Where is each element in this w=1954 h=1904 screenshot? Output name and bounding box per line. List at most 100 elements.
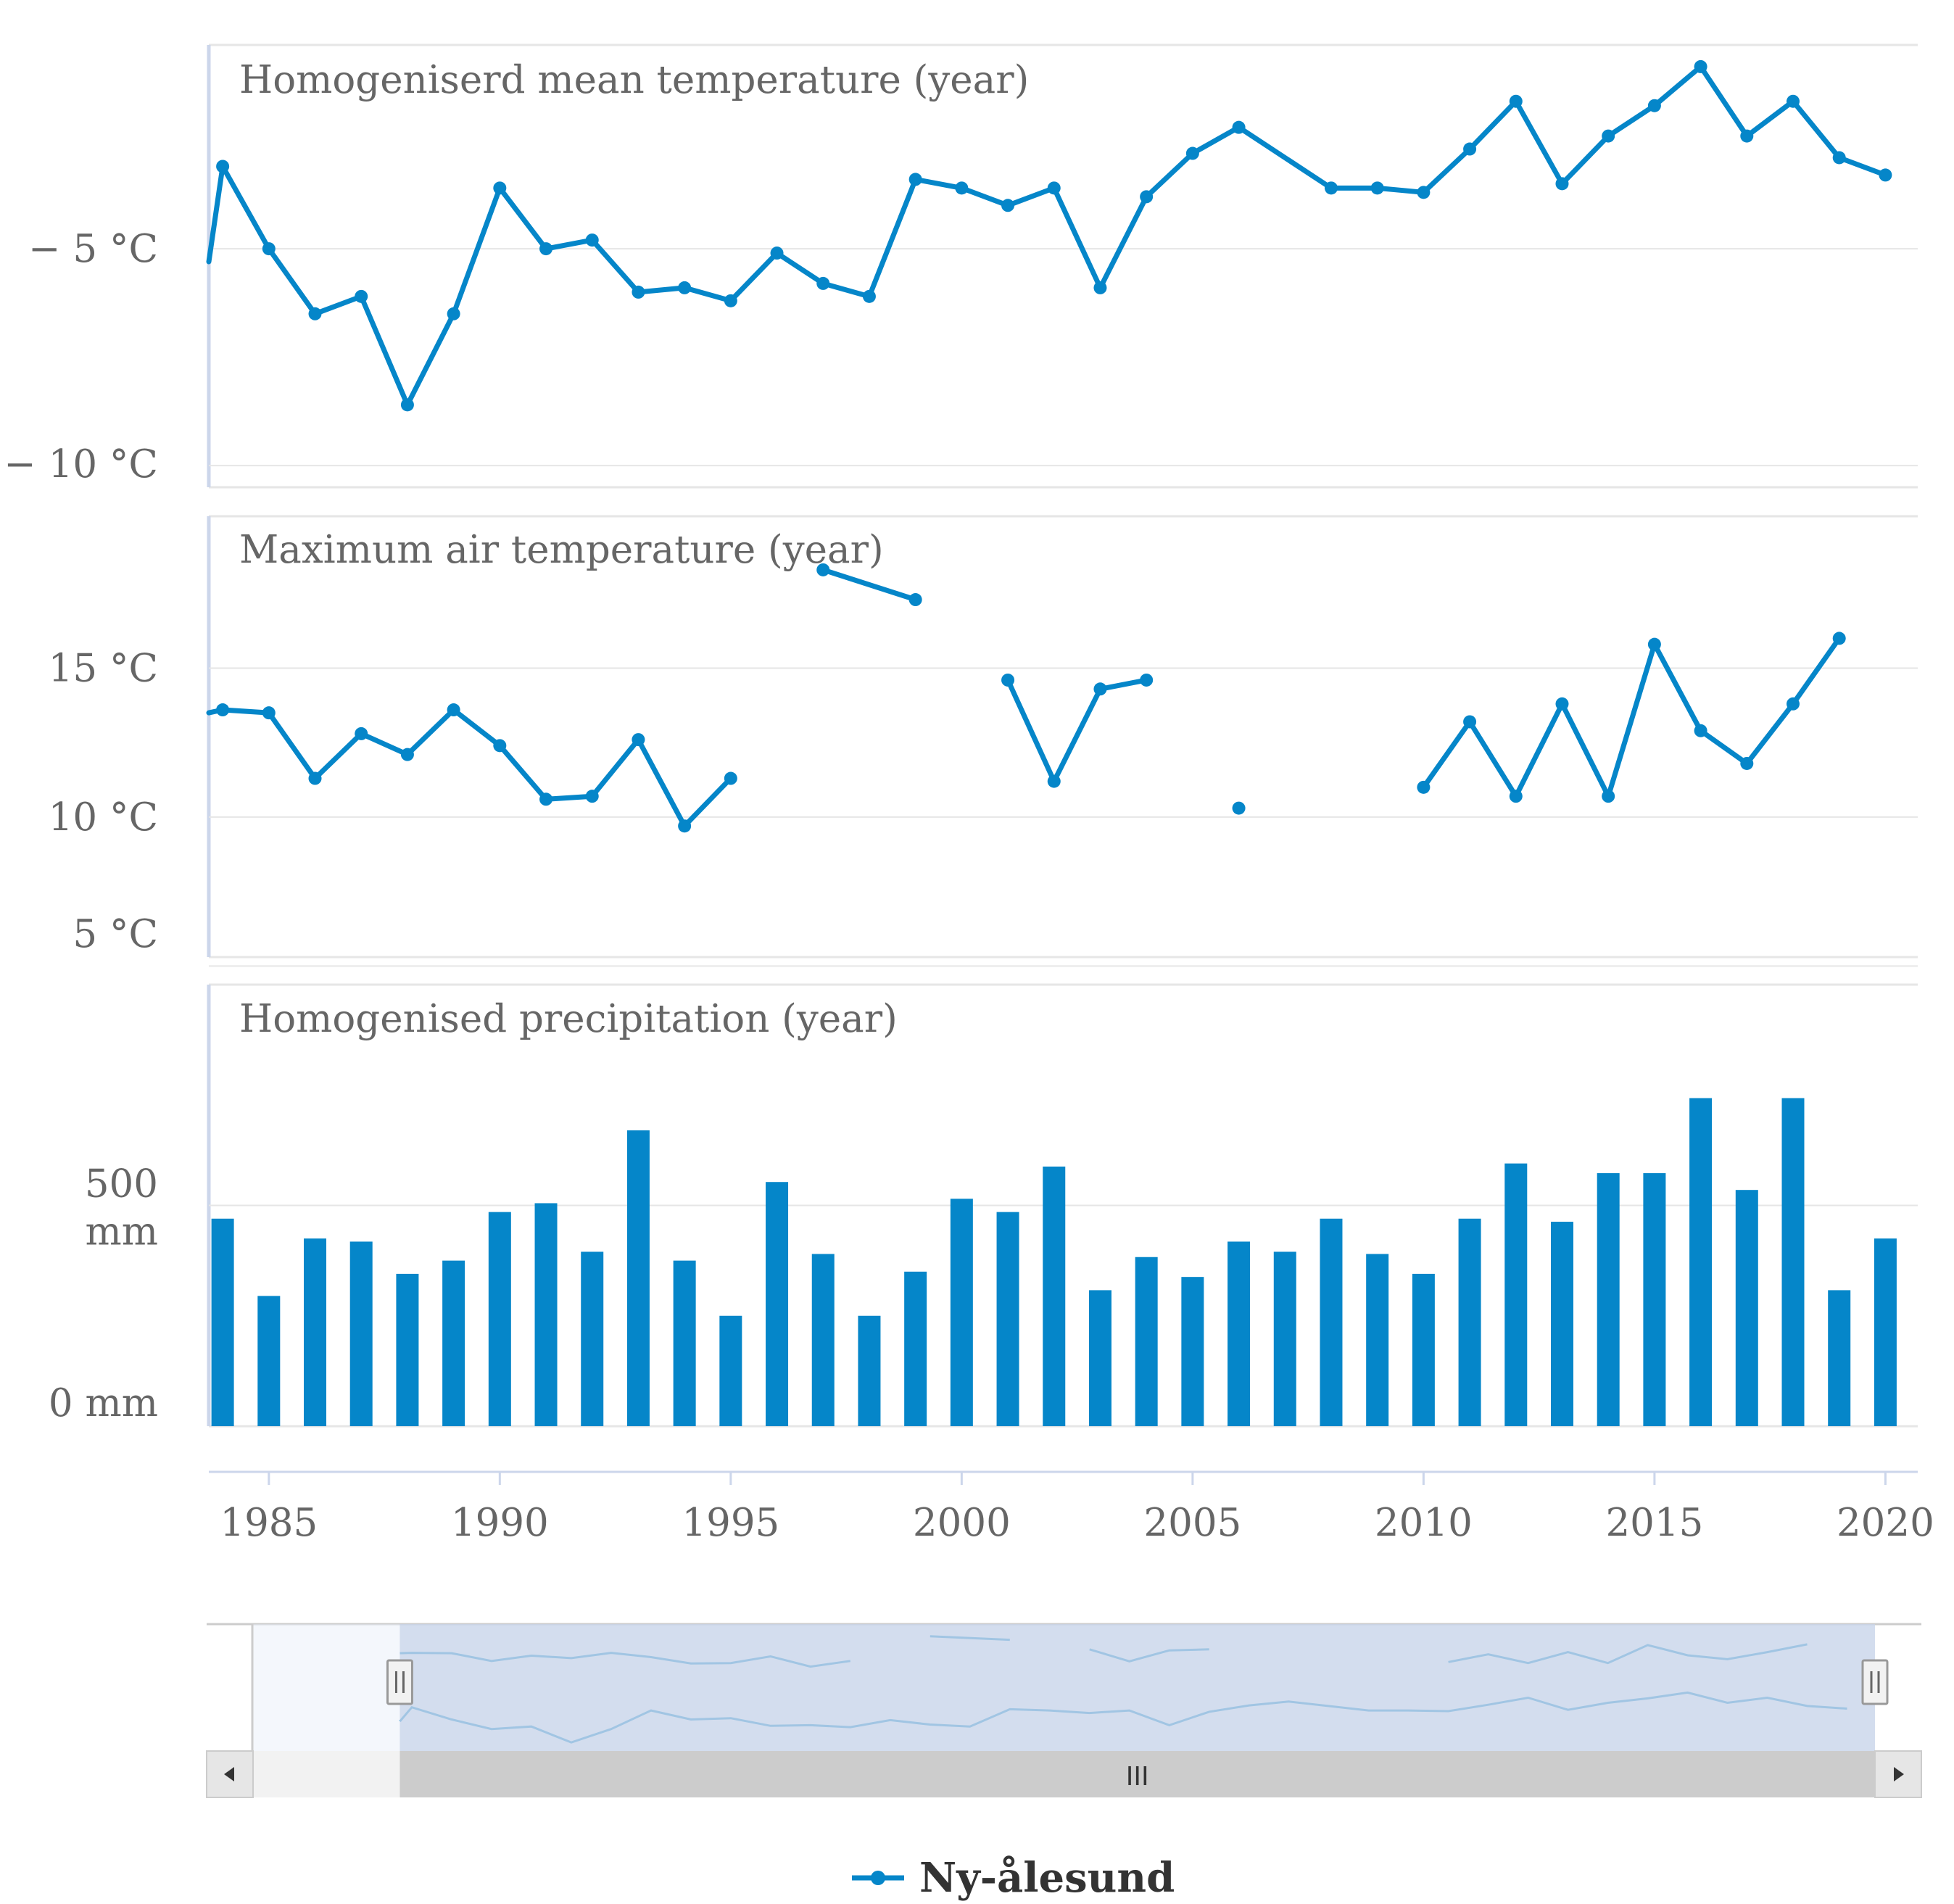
bar[interactable] [1550, 1222, 1573, 1426]
data-point[interactable] [632, 285, 645, 299]
data-point[interactable] [1555, 177, 1569, 191]
data-point[interactable] [585, 233, 599, 247]
bar[interactable] [211, 1218, 234, 1426]
data-point[interactable] [1001, 673, 1015, 687]
data-point[interactable] [1694, 724, 1707, 737]
bar[interactable] [1273, 1251, 1296, 1426]
data-point[interactable] [1232, 801, 1246, 815]
bar[interactable] [1874, 1238, 1897, 1426]
data-point[interactable] [355, 289, 368, 303]
data-point[interactable] [539, 242, 553, 256]
data-point[interactable] [678, 819, 692, 833]
data-point[interactable] [447, 703, 460, 717]
data-point[interactable] [355, 727, 368, 740]
data-point[interactable] [1417, 186, 1431, 199]
bar[interactable] [1181, 1277, 1204, 1426]
bar[interactable] [396, 1273, 419, 1426]
data-point[interactable] [955, 181, 969, 195]
data-point[interactable] [1093, 682, 1107, 696]
data-point[interactable] [1647, 99, 1661, 112]
data-point[interactable] [724, 294, 737, 307]
data-point[interactable] [1001, 199, 1015, 212]
data-point[interactable] [1602, 790, 1615, 803]
navigator-handles[interactable] [386, 1659, 1889, 1705]
data-point[interactable] [1463, 715, 1477, 729]
scrollbar[interactable]: III [206, 1750, 1922, 1798]
bar[interactable] [1689, 1098, 1713, 1426]
bar[interactable] [442, 1260, 465, 1426]
bar[interactable] [1320, 1218, 1343, 1426]
data-point[interactable] [447, 307, 460, 320]
navigator-left-handle[interactable] [386, 1659, 413, 1705]
data-point[interactable] [770, 247, 784, 260]
legend-item-ny-alesund[interactable]: Ny-ålesund [852, 1854, 1175, 1902]
bar[interactable] [1088, 1290, 1111, 1426]
scrollbar-grip-icon[interactable]: III [1126, 1762, 1149, 1792]
bar[interactable] [904, 1271, 927, 1426]
data-point[interactable] [1832, 632, 1846, 645]
bar[interactable] [1781, 1098, 1805, 1426]
data-point[interactable] [1463, 142, 1477, 156]
data-point[interactable] [1555, 697, 1569, 711]
bar[interactable] [766, 1182, 789, 1426]
scroll-left-button[interactable] [206, 1750, 254, 1798]
data-point[interactable] [724, 771, 737, 785]
data-point[interactable] [539, 792, 553, 806]
bar[interactable] [1643, 1173, 1666, 1426]
bar[interactable] [257, 1296, 281, 1426]
data-point[interactable] [1232, 120, 1246, 134]
legend[interactable]: Ny-ålesund [852, 1854, 1175, 1902]
data-point[interactable] [1324, 181, 1338, 195]
data-point[interactable] [493, 181, 507, 195]
data-point[interactable] [400, 398, 414, 412]
bar[interactable] [1504, 1163, 1528, 1426]
scrollbar-thumb[interactable] [400, 1751, 1875, 1797]
data-point[interactable] [308, 771, 322, 785]
data-point[interactable] [1740, 756, 1754, 770]
data-point[interactable] [1879, 168, 1892, 182]
data-point[interactable] [908, 173, 922, 186]
data-point[interactable] [1647, 637, 1661, 651]
data-point[interactable] [1047, 774, 1061, 788]
data-point[interactable] [1509, 94, 1523, 108]
data-point[interactable] [1509, 790, 1523, 803]
bar[interactable] [304, 1238, 327, 1426]
bar[interactable] [858, 1315, 881, 1426]
navigator-right-handle[interactable] [1861, 1659, 1889, 1705]
data-point[interactable] [1417, 780, 1431, 794]
data-point[interactable] [1832, 151, 1846, 165]
data-point[interactable] [816, 276, 830, 290]
data-point[interactable] [1370, 181, 1384, 195]
bar[interactable] [1366, 1254, 1389, 1426]
data-point[interactable] [585, 790, 599, 803]
bar[interactable] [626, 1130, 650, 1426]
bar[interactable] [811, 1254, 835, 1426]
data-point[interactable] [1602, 129, 1615, 143]
bar[interactable] [673, 1260, 696, 1426]
navigator[interactable]: 19802000 [207, 1623, 1921, 1797]
bar[interactable] [1458, 1218, 1481, 1426]
bar[interactable] [1228, 1241, 1251, 1426]
data-point[interactable] [678, 281, 692, 294]
data-point[interactable] [262, 242, 276, 256]
data-point[interactable] [908, 593, 922, 607]
data-point[interactable] [1140, 673, 1154, 687]
data-point[interactable] [400, 748, 414, 761]
data-point[interactable] [632, 733, 645, 747]
bar[interactable] [488, 1212, 511, 1426]
bar[interactable] [1135, 1257, 1158, 1426]
handle-body[interactable] [1861, 1659, 1889, 1705]
data-point[interactable] [1140, 190, 1154, 204]
navigator-selected-range[interactable] [400, 1624, 1875, 1751]
bar[interactable] [1828, 1290, 1851, 1426]
data-point[interactable] [308, 307, 322, 320]
bar[interactable] [996, 1212, 1019, 1426]
data-point[interactable] [216, 160, 230, 173]
data-point[interactable] [816, 563, 830, 576]
data-point[interactable] [493, 739, 507, 753]
handle-body[interactable] [386, 1659, 413, 1705]
bar[interactable] [1043, 1166, 1066, 1426]
bar[interactable] [534, 1203, 558, 1426]
data-point[interactable] [262, 706, 276, 720]
bar[interactable] [950, 1199, 973, 1426]
